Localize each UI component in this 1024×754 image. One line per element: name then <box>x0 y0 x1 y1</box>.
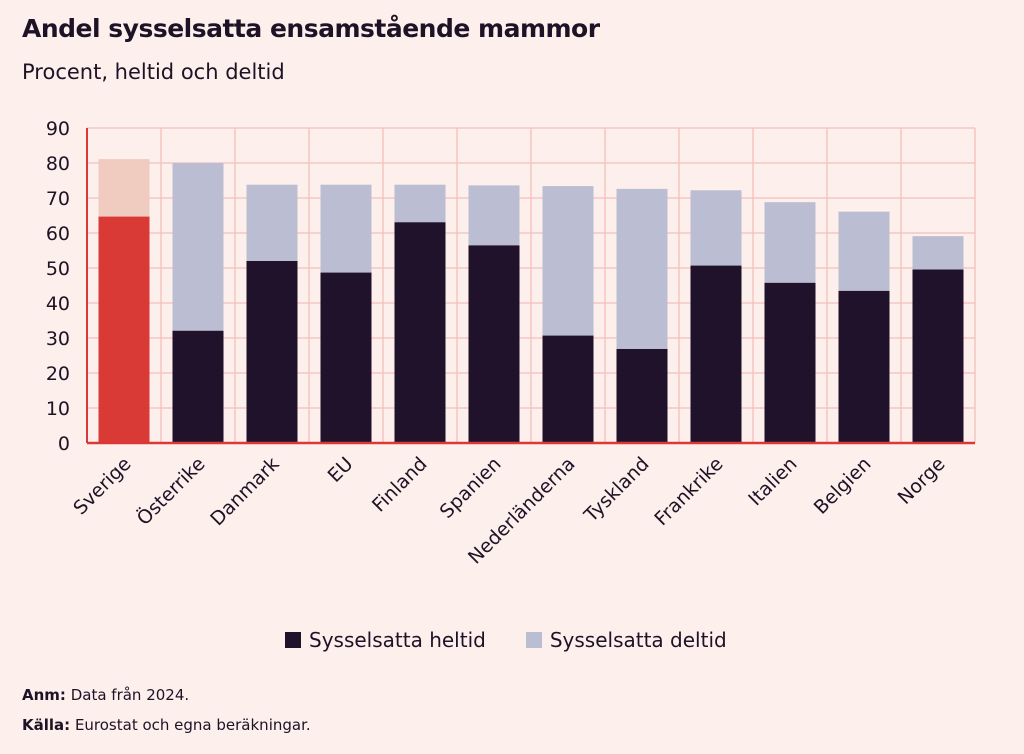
x-tick-label: Norge <box>894 453 950 509</box>
chart-subtitle: Procent, heltid och deltid <box>22 60 285 84</box>
x-tick-label: Sverige <box>69 453 135 519</box>
bar-heltid <box>394 222 446 443</box>
bar-deltid <box>98 159 150 217</box>
bar-deltid <box>246 184 298 261</box>
bar-heltid <box>172 330 224 443</box>
bar-deltid <box>468 185 520 246</box>
bar-heltid <box>912 269 964 443</box>
x-tick-label: Tyskland <box>579 453 653 527</box>
y-tick-label: 50 <box>46 258 70 280</box>
y-tick-label: 90 <box>46 118 70 140</box>
x-tick-label: EU <box>324 453 358 487</box>
note-anm: Anm: Data från 2024. <box>22 686 189 704</box>
y-tick-label: 80 <box>46 153 70 175</box>
note-anm-text: Data från 2024. <box>70 686 190 704</box>
legend-label-deltid: Sysselsatta deltid <box>549 628 727 652</box>
legend-swatch-deltid <box>525 632 542 648</box>
note-kalla-text: Eurostat och egna beräkningar. <box>74 716 311 734</box>
note-kalla: Källa: Eurostat och egna beräkningar. <box>22 716 311 734</box>
y-tick-label: 30 <box>46 328 70 350</box>
note-kalla-label: Källa: <box>22 716 71 734</box>
x-tick-label: Danmark <box>206 453 283 530</box>
bar-heltid <box>468 245 520 443</box>
bar-heltid <box>98 216 150 443</box>
y-tick-label: 60 <box>46 223 70 245</box>
bar-deltid <box>172 163 224 331</box>
y-tick-label: 20 <box>46 363 70 385</box>
bar-deltid <box>542 186 594 336</box>
x-tick-label: Frankrike <box>650 453 727 530</box>
bar-deltid <box>394 184 446 223</box>
x-tick-label: Finland <box>368 453 432 517</box>
x-tick-label: Belgien <box>810 453 876 519</box>
bar-heltid <box>616 348 668 443</box>
bar-heltid <box>838 290 890 443</box>
legend-item-heltid: Sysselsatta heltid <box>285 628 486 652</box>
stacked-bar-chart: 0 10 20 30 40 50 60 70 80 90 SverigeÖsterrikeDanma… <box>46 118 976 568</box>
y-tick-label: 10 <box>46 398 70 420</box>
bar-deltid <box>838 211 890 291</box>
y-tick-label: 70 <box>46 188 70 210</box>
legend-item-deltid: Sysselsatta deltid <box>525 628 727 652</box>
bar-heltid <box>320 272 372 443</box>
chart-title: Andel sysselsatta ensamstående mammor <box>22 14 600 43</box>
legend: Sysselsatta heltid Sysselsatta deltid <box>285 628 727 652</box>
bar-deltid <box>764 202 816 283</box>
bar-deltid <box>912 236 964 270</box>
note-anm-label: Anm: <box>22 686 66 704</box>
bar-heltid <box>542 335 594 443</box>
bar-deltid <box>320 184 372 273</box>
x-tick-label: Italien <box>744 453 801 510</box>
x-tick-label: Österrike <box>132 452 209 529</box>
y-tick-label: 0 <box>58 433 70 455</box>
legend-swatch-heltid <box>285 632 301 648</box>
y-tick-label: 40 <box>46 293 70 315</box>
bar-heltid <box>764 282 816 443</box>
bar-heltid <box>690 265 742 443</box>
bar-deltid <box>616 188 668 349</box>
legend-label-heltid: Sysselsatta heltid <box>309 628 486 652</box>
x-tick-label: Spanien <box>436 453 506 523</box>
bar-deltid <box>690 190 742 266</box>
bar-heltid <box>246 261 298 443</box>
